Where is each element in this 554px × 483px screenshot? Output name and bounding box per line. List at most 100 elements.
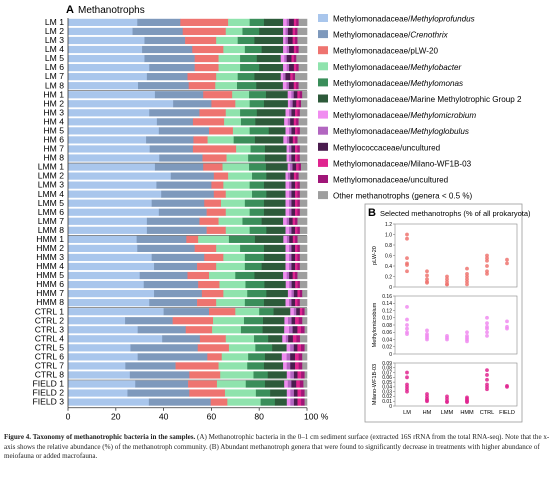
- data-point: [505, 319, 509, 324]
- bar-segment: [261, 217, 284, 225]
- bar-segment: [283, 217, 287, 225]
- bar-segment: [247, 362, 265, 370]
- bar-segment: [298, 172, 308, 180]
- bar-segment: [223, 290, 248, 298]
- data-point: [405, 389, 409, 394]
- bar-category-label: LMM 4: [38, 189, 64, 199]
- bar-segment: [285, 253, 290, 262]
- legend-swatch: [318, 14, 328, 22]
- bar-segment: [266, 226, 286, 234]
- bar-segment: [291, 208, 296, 216]
- bar-segment: [295, 271, 298, 280]
- bar-segment: [292, 100, 297, 108]
- bar-segment: [254, 36, 284, 45]
- bar-segment: [297, 290, 301, 298]
- y-tick-label: 0.08: [382, 366, 392, 372]
- bar-segment: [143, 280, 199, 289]
- bar-segment: [252, 172, 267, 180]
- bar-segment: [286, 82, 290, 90]
- bar-segment: [293, 344, 298, 352]
- bar-segment: [68, 181, 157, 189]
- bar-segment: [132, 27, 184, 36]
- bar-segment: [295, 226, 298, 234]
- bar-segment: [285, 27, 289, 36]
- bar-segment: [186, 235, 199, 243]
- bar-segment: [218, 54, 241, 63]
- bar-segment: [286, 217, 290, 225]
- data-point: [405, 269, 409, 274]
- bar-segment: [68, 244, 138, 252]
- bar-segment: [68, 27, 133, 36]
- bar-segment: [290, 398, 295, 406]
- y-axis-label: Methylomicrobium: [372, 302, 378, 347]
- data-point: [485, 315, 489, 320]
- bar-category-label: HMM 4: [36, 261, 64, 271]
- bar-segment: [240, 244, 265, 252]
- bar-segment: [68, 54, 145, 63]
- bar-segment: [290, 73, 293, 81]
- bar-segment: [290, 308, 295, 316]
- bar-segment: [202, 154, 227, 162]
- bar-segment: [289, 136, 294, 144]
- bar-segment: [210, 398, 228, 406]
- bar-segment: [301, 371, 305, 379]
- bar-segment: [293, 308, 297, 316]
- y-tick-label: 1.0: [385, 232, 392, 238]
- bar-segment: [292, 36, 296, 45]
- bar-segment: [125, 362, 176, 370]
- bar-segment: [289, 253, 292, 262]
- bar-segment: [233, 136, 256, 144]
- bar-segment: [295, 208, 298, 216]
- bar-segment: [299, 308, 303, 316]
- bar-segment: [216, 262, 246, 271]
- bar-segment: [287, 36, 293, 45]
- data-point: [505, 257, 509, 262]
- bar-segment: [244, 299, 265, 307]
- bar-segment: [266, 290, 289, 298]
- bar-segment: [297, 235, 308, 243]
- y-tick-label: 0.4: [385, 264, 392, 270]
- bar-segment: [302, 91, 308, 99]
- bar-segment: [249, 127, 270, 135]
- bar-segment: [68, 253, 152, 262]
- bar-segment: [289, 217, 293, 225]
- data-point: [405, 370, 409, 375]
- bar-segment: [263, 299, 286, 307]
- bar-segment: [203, 91, 233, 99]
- bar-segment: [300, 326, 305, 334]
- bar-segment: [291, 91, 295, 99]
- data-point: [445, 337, 449, 342]
- bar-segment: [237, 73, 255, 81]
- bar-segment: [216, 36, 238, 45]
- bar-segment: [259, 308, 274, 316]
- bar-segment: [187, 271, 210, 280]
- bar-segment: [283, 64, 287, 72]
- legend-label: Methylococcaceae/uncultured: [333, 143, 440, 152]
- legend-swatch: [318, 191, 328, 200]
- bar-segment: [289, 271, 293, 280]
- bar-segment: [284, 54, 287, 63]
- bar-segment: [286, 398, 291, 406]
- bar-category-label: LM 7: [45, 71, 64, 81]
- legend-swatch: [318, 94, 328, 103]
- bar-category-label: HMM 8: [36, 297, 64, 307]
- bar-segment: [68, 262, 155, 271]
- bar-segment: [295, 136, 298, 144]
- bar-segment: [291, 262, 296, 271]
- data-point: [425, 269, 429, 274]
- bar-category-label: HM 7: [43, 144, 64, 154]
- bar-segment: [299, 208, 308, 216]
- y-tick-label: 0: [389, 352, 392, 358]
- data-point: [485, 330, 489, 335]
- bar-category-label: CTRL 1: [35, 306, 65, 316]
- bar-segment: [291, 145, 296, 153]
- data-point: [465, 330, 469, 335]
- legend-label: Methylomonadaceae/pLW-20: [333, 47, 438, 56]
- bar-segment: [304, 389, 308, 397]
- bar-segment: [263, 199, 286, 207]
- bar-segment: [263, 208, 286, 216]
- bar-segment: [223, 253, 246, 262]
- bar-segment: [288, 154, 292, 162]
- bar-segment: [298, 353, 303, 361]
- bar-segment: [192, 118, 225, 126]
